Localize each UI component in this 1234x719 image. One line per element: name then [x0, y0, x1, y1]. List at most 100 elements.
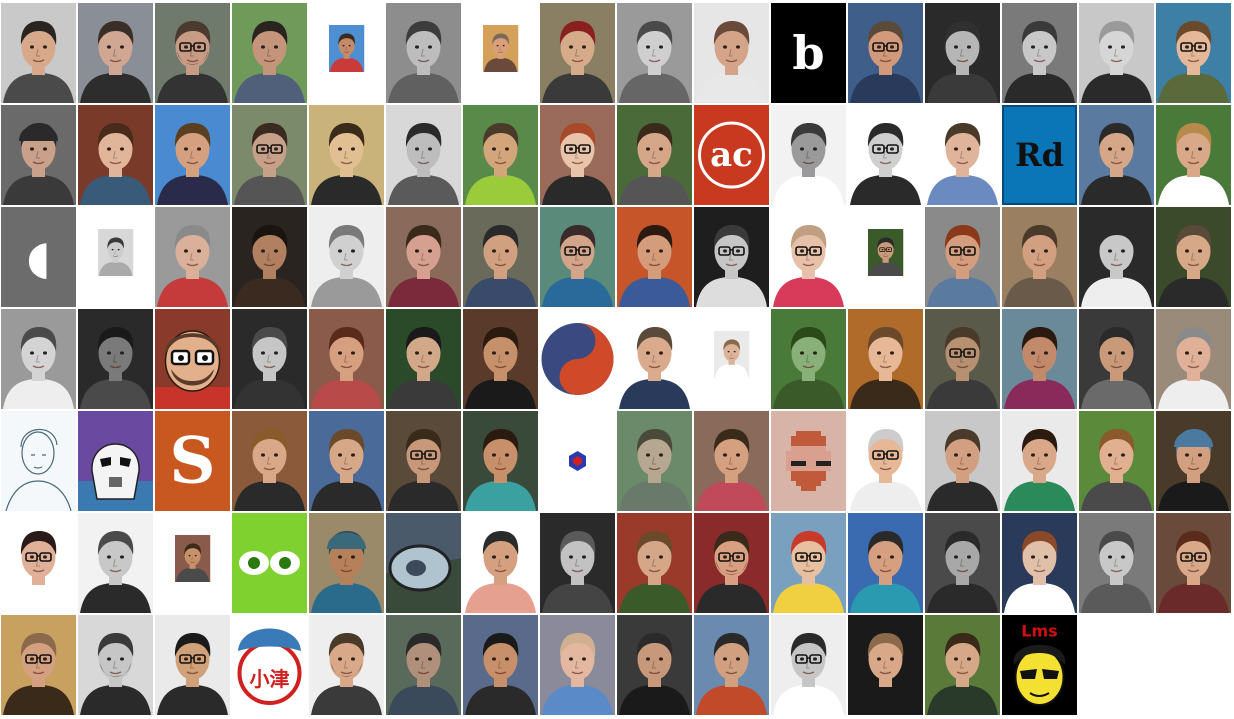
avatar-logo-tile[interactable]: b — [771, 3, 846, 103]
avatar-tile[interactable] — [1, 309, 76, 409]
avatar-tile[interactable] — [1156, 513, 1231, 613]
avatar-tile[interactable] — [771, 207, 846, 307]
avatar-tile[interactable] — [309, 309, 384, 409]
avatar-tile[interactable] — [771, 411, 846, 511]
avatar-tile[interactable] — [1156, 105, 1231, 205]
avatar-tile[interactable] — [1, 105, 76, 205]
avatar-tile[interactable] — [925, 105, 1000, 205]
avatar-tile[interactable] — [309, 105, 384, 205]
avatar-tile[interactable] — [1079, 309, 1154, 409]
avatar-tile[interactable] — [1002, 411, 1077, 511]
avatar-logo-tile[interactable]: ac — [694, 105, 769, 205]
avatar-tile[interactable] — [540, 3, 615, 103]
avatar-tile[interactable] — [386, 309, 461, 409]
avatar-tile[interactable] — [771, 309, 846, 409]
avatar-tile[interactable] — [1156, 411, 1231, 511]
avatar-tile[interactable] — [1079, 513, 1154, 613]
avatar-tile[interactable] — [309, 513, 384, 613]
avatar-tile[interactable] — [848, 411, 923, 511]
avatar-tile[interactable] — [232, 411, 307, 511]
avatar-tile[interactable] — [848, 309, 923, 409]
avatar-tile[interactable] — [1156, 207, 1231, 307]
avatar-tile[interactable] — [386, 105, 461, 205]
avatar-tile[interactable] — [617, 207, 692, 307]
avatar-tile[interactable] — [617, 3, 692, 103]
avatar-tile[interactable] — [540, 615, 615, 715]
avatar-tile[interactable] — [771, 105, 846, 205]
avatar-tile[interactable] — [540, 513, 615, 613]
avatar-tile[interactable] — [848, 105, 923, 205]
avatar-tile[interactable] — [386, 207, 461, 307]
avatar-tile[interactable] — [463, 411, 538, 511]
avatar-tile[interactable] — [155, 105, 230, 205]
avatar-logo-tile[interactable] — [232, 513, 307, 613]
avatar-tile[interactable] — [925, 207, 1000, 307]
avatar-tile[interactable] — [1002, 309, 1077, 409]
avatar-logo-tile[interactable] — [540, 309, 615, 409]
avatar-tile[interactable] — [386, 615, 461, 715]
avatar-tile[interactable] — [1079, 411, 1154, 511]
avatar-tile[interactable] — [694, 615, 769, 715]
avatar-tile[interactable] — [463, 105, 538, 205]
avatar-tile[interactable] — [78, 105, 153, 205]
avatar-tile[interactable] — [771, 513, 846, 613]
avatar-tile[interactable] — [463, 513, 538, 613]
avatar-tile[interactable] — [386, 3, 461, 103]
avatar-tile[interactable]: 小津 — [232, 615, 307, 715]
avatar-tile[interactable] — [617, 513, 692, 613]
avatar-tile[interactable] — [463, 309, 538, 409]
avatar-tile[interactable] — [78, 513, 153, 613]
avatar-tile[interactable] — [771, 615, 846, 715]
avatar-tile[interactable] — [78, 615, 153, 715]
avatar-tile[interactable] — [617, 105, 692, 205]
avatar-tile[interactable] — [694, 513, 769, 613]
avatar-tile[interactable] — [309, 615, 384, 715]
avatar-tile[interactable] — [309, 207, 384, 307]
avatar-tile[interactable] — [155, 615, 230, 715]
avatar-tile[interactable] — [309, 411, 384, 511]
avatar-logo-tile[interactable]: S — [155, 411, 230, 511]
avatar-tile[interactable] — [386, 513, 461, 613]
avatar-tile[interactable] — [232, 105, 307, 205]
avatar-tile[interactable] — [1079, 207, 1154, 307]
avatar-tile[interactable] — [1079, 105, 1154, 205]
avatar-tile[interactable] — [309, 3, 384, 103]
avatar-tile[interactable] — [1156, 3, 1231, 103]
avatar-tile[interactable] — [848, 3, 923, 103]
avatar-tile[interactable] — [1, 513, 76, 613]
avatar-tile[interactable] — [232, 309, 307, 409]
avatar-tile[interactable] — [694, 3, 769, 103]
avatar-tile[interactable] — [848, 615, 923, 715]
avatar-tile[interactable] — [78, 411, 153, 511]
avatar-tile[interactable] — [694, 207, 769, 307]
avatar-tile[interactable] — [925, 3, 1000, 103]
avatar-tile[interactable] — [925, 615, 1000, 715]
avatar-tile[interactable] — [617, 615, 692, 715]
avatar-tile[interactable] — [78, 309, 153, 409]
avatar-tile[interactable] — [694, 309, 769, 409]
avatar-tile[interactable] — [463, 207, 538, 307]
avatar-tile[interactable] — [540, 105, 615, 205]
avatar-tile[interactable] — [1079, 3, 1154, 103]
avatar-tile[interactable] — [1002, 3, 1077, 103]
avatar-tile[interactable]: Lms — [1002, 615, 1077, 715]
avatar-tile[interactable] — [78, 3, 153, 103]
avatar-tile[interactable] — [694, 411, 769, 511]
avatar-tile[interactable] — [155, 207, 230, 307]
avatar-tile[interactable] — [463, 3, 538, 103]
avatar-logo-tile[interactable]: Rd — [1002, 105, 1077, 205]
avatar-tile[interactable] — [848, 207, 923, 307]
avatar-tile[interactable] — [1, 411, 76, 511]
avatar-tile[interactable] — [1156, 309, 1231, 409]
avatar-tile[interactable] — [925, 513, 1000, 613]
avatar-tile[interactable] — [1002, 207, 1077, 307]
avatar-tile[interactable] — [386, 411, 461, 511]
avatar-tile[interactable] — [925, 309, 1000, 409]
avatar-tile[interactable] — [463, 615, 538, 715]
avatar-tile[interactable] — [155, 513, 230, 613]
avatar-tile[interactable] — [848, 513, 923, 613]
avatar-tile[interactable] — [155, 3, 230, 103]
avatar-tile[interactable] — [540, 207, 615, 307]
avatar-tile[interactable] — [617, 309, 692, 409]
avatar-tile[interactable] — [232, 207, 307, 307]
